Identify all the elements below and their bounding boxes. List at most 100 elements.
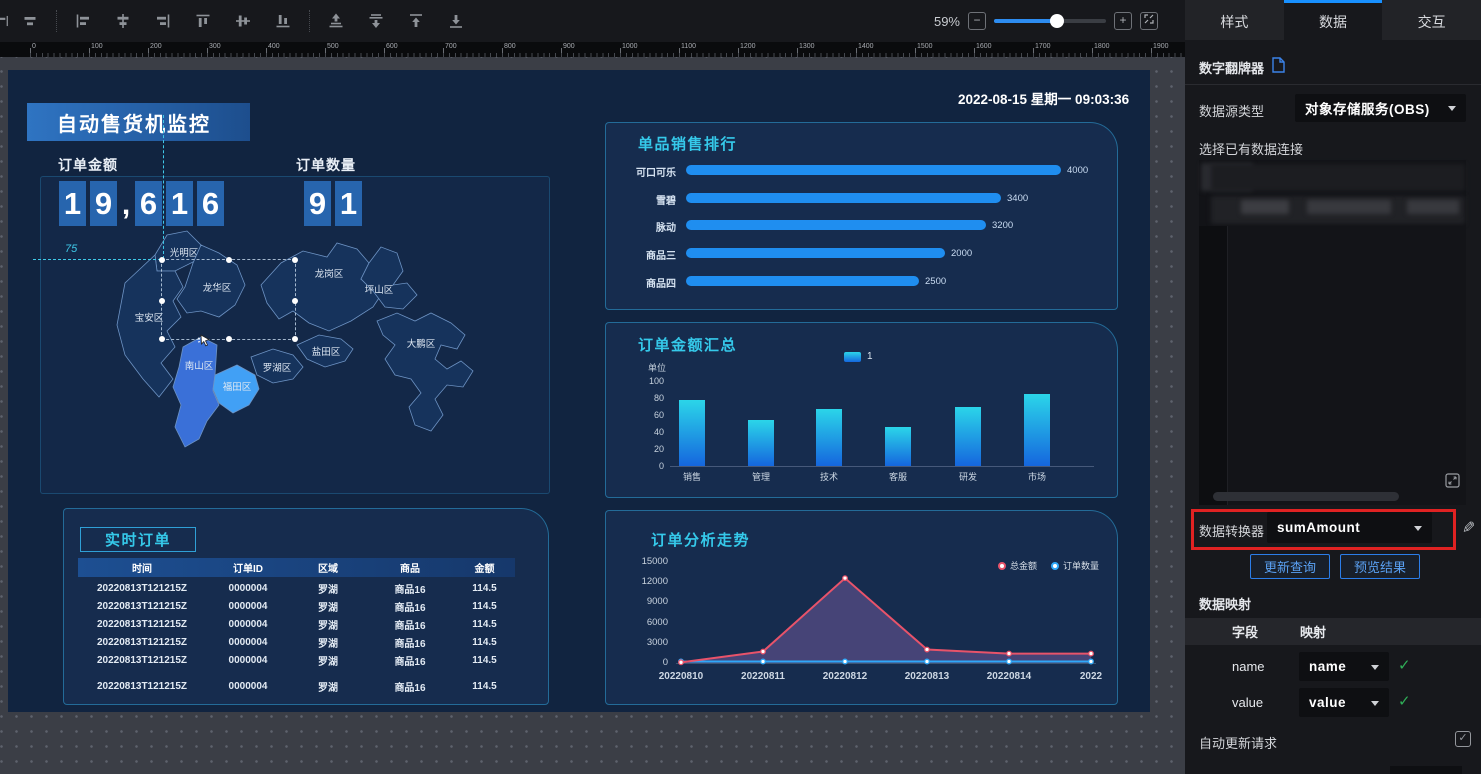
legend-item[interactable]: 总金额 — [997, 559, 1037, 572]
vbar-bar[interactable] — [885, 427, 911, 466]
ruler-tick — [89, 48, 90, 57]
document-icon[interactable] — [1271, 57, 1285, 78]
hbar-bar[interactable] — [686, 165, 1061, 175]
district-label: 坪山区 — [365, 284, 394, 296]
toolbar-separator — [56, 10, 57, 32]
preview-result-button[interactable]: 预览结果 — [1340, 554, 1420, 579]
vbar-bar[interactable] — [748, 420, 774, 466]
table-row[interactable]: 20220813T121215Z 0000004 罗湖 商品16 114.5 — [78, 677, 515, 695]
selection-handle-nw[interactable] — [159, 257, 165, 263]
selection-handle-s[interactable] — [226, 336, 232, 342]
align-top-icon[interactable] — [183, 6, 223, 36]
mapping-dropdown-name[interactable]: name — [1299, 652, 1389, 681]
orders-table-title: 实时订单 — [104, 532, 171, 549]
data-point — [924, 658, 930, 665]
district-坪山区[interactable] — [360, 246, 418, 310]
selection-handle-n[interactable] — [226, 257, 232, 263]
selection-handle-sw[interactable] — [159, 336, 165, 342]
legend-item[interactable]: 订单数量 — [1050, 559, 1099, 572]
zoom-out-button[interactable]: − — [968, 12, 986, 30]
zoom-slider-knob[interactable] — [1050, 14, 1064, 28]
selection-handle-ne[interactable] — [292, 257, 298, 263]
hbar-bar[interactable] — [686, 248, 945, 258]
tab-交互[interactable]: 交互 — [1417, 13, 1446, 30]
move-up-icon[interactable] — [396, 6, 436, 36]
data-point — [842, 575, 848, 582]
zoom-slider[interactable] — [994, 14, 1106, 28]
connection-content-area — [1199, 226, 1466, 505]
auto-update-checkbox[interactable]: ✓ — [1455, 731, 1471, 747]
auto-update-label: 自动更新请求 — [1199, 736, 1278, 751]
datetime-widget[interactable]: 2022-08-15 星期一 09:03:36 — [958, 92, 1130, 107]
selection-handle-w[interactable] — [159, 298, 165, 304]
align-vertical-center-icon[interactable] — [103, 6, 143, 36]
selection-box[interactable] — [159, 257, 298, 342]
line-chart-card[interactable]: 订单分析走势 总金额 订单数量 0 3000 6000 9000 12000 15000 20… — [605, 510, 1118, 705]
send-to-back-icon[interactable] — [356, 6, 396, 36]
dashboard-title[interactable]: 自动售货机监控 — [27, 103, 250, 141]
tab-样式[interactable]: 样式 — [1220, 13, 1249, 30]
selection-handle-se[interactable] — [292, 336, 298, 342]
zoom-in-button[interactable]: + — [1114, 12, 1132, 30]
selection-handle-e[interactable] — [292, 298, 298, 304]
district-宝安区[interactable] — [116, 254, 184, 398]
hbar-category-label: 可口可乐 — [636, 168, 676, 179]
data-connection-box[interactable] — [1199, 160, 1466, 505]
move-down-icon[interactable] — [436, 6, 476, 36]
hbar-chart-card[interactable]: 单品销售排行 可口可乐 4000 雪碧 3400 脉动 3200 商品三 2000 商品四 250… — [605, 122, 1118, 310]
align-horizontal-middle-icon[interactable] — [223, 6, 263, 36]
hbar-bar[interactable] — [686, 220, 986, 230]
tab-数据[interactable]: 数据 — [1283, 0, 1383, 40]
district-罗湖区[interactable] — [250, 348, 304, 384]
y-tick-label: 15000 — [641, 556, 668, 567]
mapping-dropdown-value: value — [1309, 695, 1347, 710]
district-龙华区[interactable] — [176, 244, 246, 318]
table-cell: 0000004 — [228, 618, 268, 630]
align-left-icon[interactable] — [63, 6, 103, 36]
align-right-icon[interactable] — [143, 6, 183, 36]
ruler-tick — [325, 48, 326, 57]
orders-table-card[interactable]: 实时订单 时间 订单ID 区域 商品 金额 20220813T121215Z 000000… — [63, 508, 549, 705]
bring-to-front-icon[interactable] — [316, 6, 356, 36]
ruler-tick — [148, 48, 149, 57]
expand-icon[interactable] — [1445, 473, 1460, 493]
align-horizontal-center-icon[interactable] — [10, 6, 50, 36]
hbar-bar[interactable] — [686, 193, 1001, 203]
align-bottom-icon[interactable] — [263, 6, 303, 36]
converter-dropdown[interactable]: sumAmount — [1267, 512, 1432, 543]
table-row[interactable]: 20220813T121215Z 0000004 罗湖 商品16 114.5 — [78, 633, 515, 651]
mapping-dropdown-value[interactable]: value — [1299, 688, 1389, 717]
horizontal-scrollbar[interactable] — [1213, 492, 1399, 501]
edit-pencil-icon[interactable]: ✎ — [1462, 520, 1476, 537]
update-query-button[interactable]: 更新查询 — [1250, 554, 1330, 579]
district-大鹏区[interactable] — [376, 312, 474, 432]
hbar-bar[interactable] — [686, 276, 919, 286]
district-福田区[interactable] — [212, 364, 260, 414]
vbar-chart-card[interactable]: 订单金额汇总 1 单位 0 20 40 60 80 100 销售 管理 技术 客服 研发 市场 — [605, 322, 1118, 498]
district-南山区[interactable] — [172, 336, 220, 448]
vbar-bar[interactable] — [1024, 394, 1050, 466]
data-point — [1006, 650, 1012, 657]
district-盐田区[interactable] — [296, 334, 354, 368]
table-header-cell: 订单ID — [233, 564, 263, 575]
vbar-bar[interactable] — [679, 400, 705, 466]
chevron-down-icon — [1448, 106, 1456, 115]
table-row[interactable]: 20220813T121215Z 0000004 罗湖 商品16 114.5 — [78, 597, 515, 615]
table-row[interactable]: 20220813T121215Z 0000004 罗湖 商品16 114.5 — [78, 651, 515, 669]
line-chart-svg — [676, 575, 1096, 666]
ruler-tick — [30, 48, 31, 57]
align-right-clipped-icon[interactable] — [0, 6, 10, 36]
ruler-label: 0 — [32, 43, 36, 50]
fit-screen-button[interactable] — [1140, 12, 1158, 30]
vbar-bar[interactable] — [955, 407, 981, 466]
table-row[interactable]: 20220813T121215Z 0000004 罗湖 商品16 114.5 — [78, 615, 515, 633]
table-row[interactable]: 20220813T121215Z 0000004 罗湖 商品16 114.5 — [78, 579, 515, 597]
vbar-bar[interactable] — [816, 409, 842, 466]
datasource-type-dropdown[interactable]: 对象存储服务(OBS) — [1295, 94, 1466, 122]
